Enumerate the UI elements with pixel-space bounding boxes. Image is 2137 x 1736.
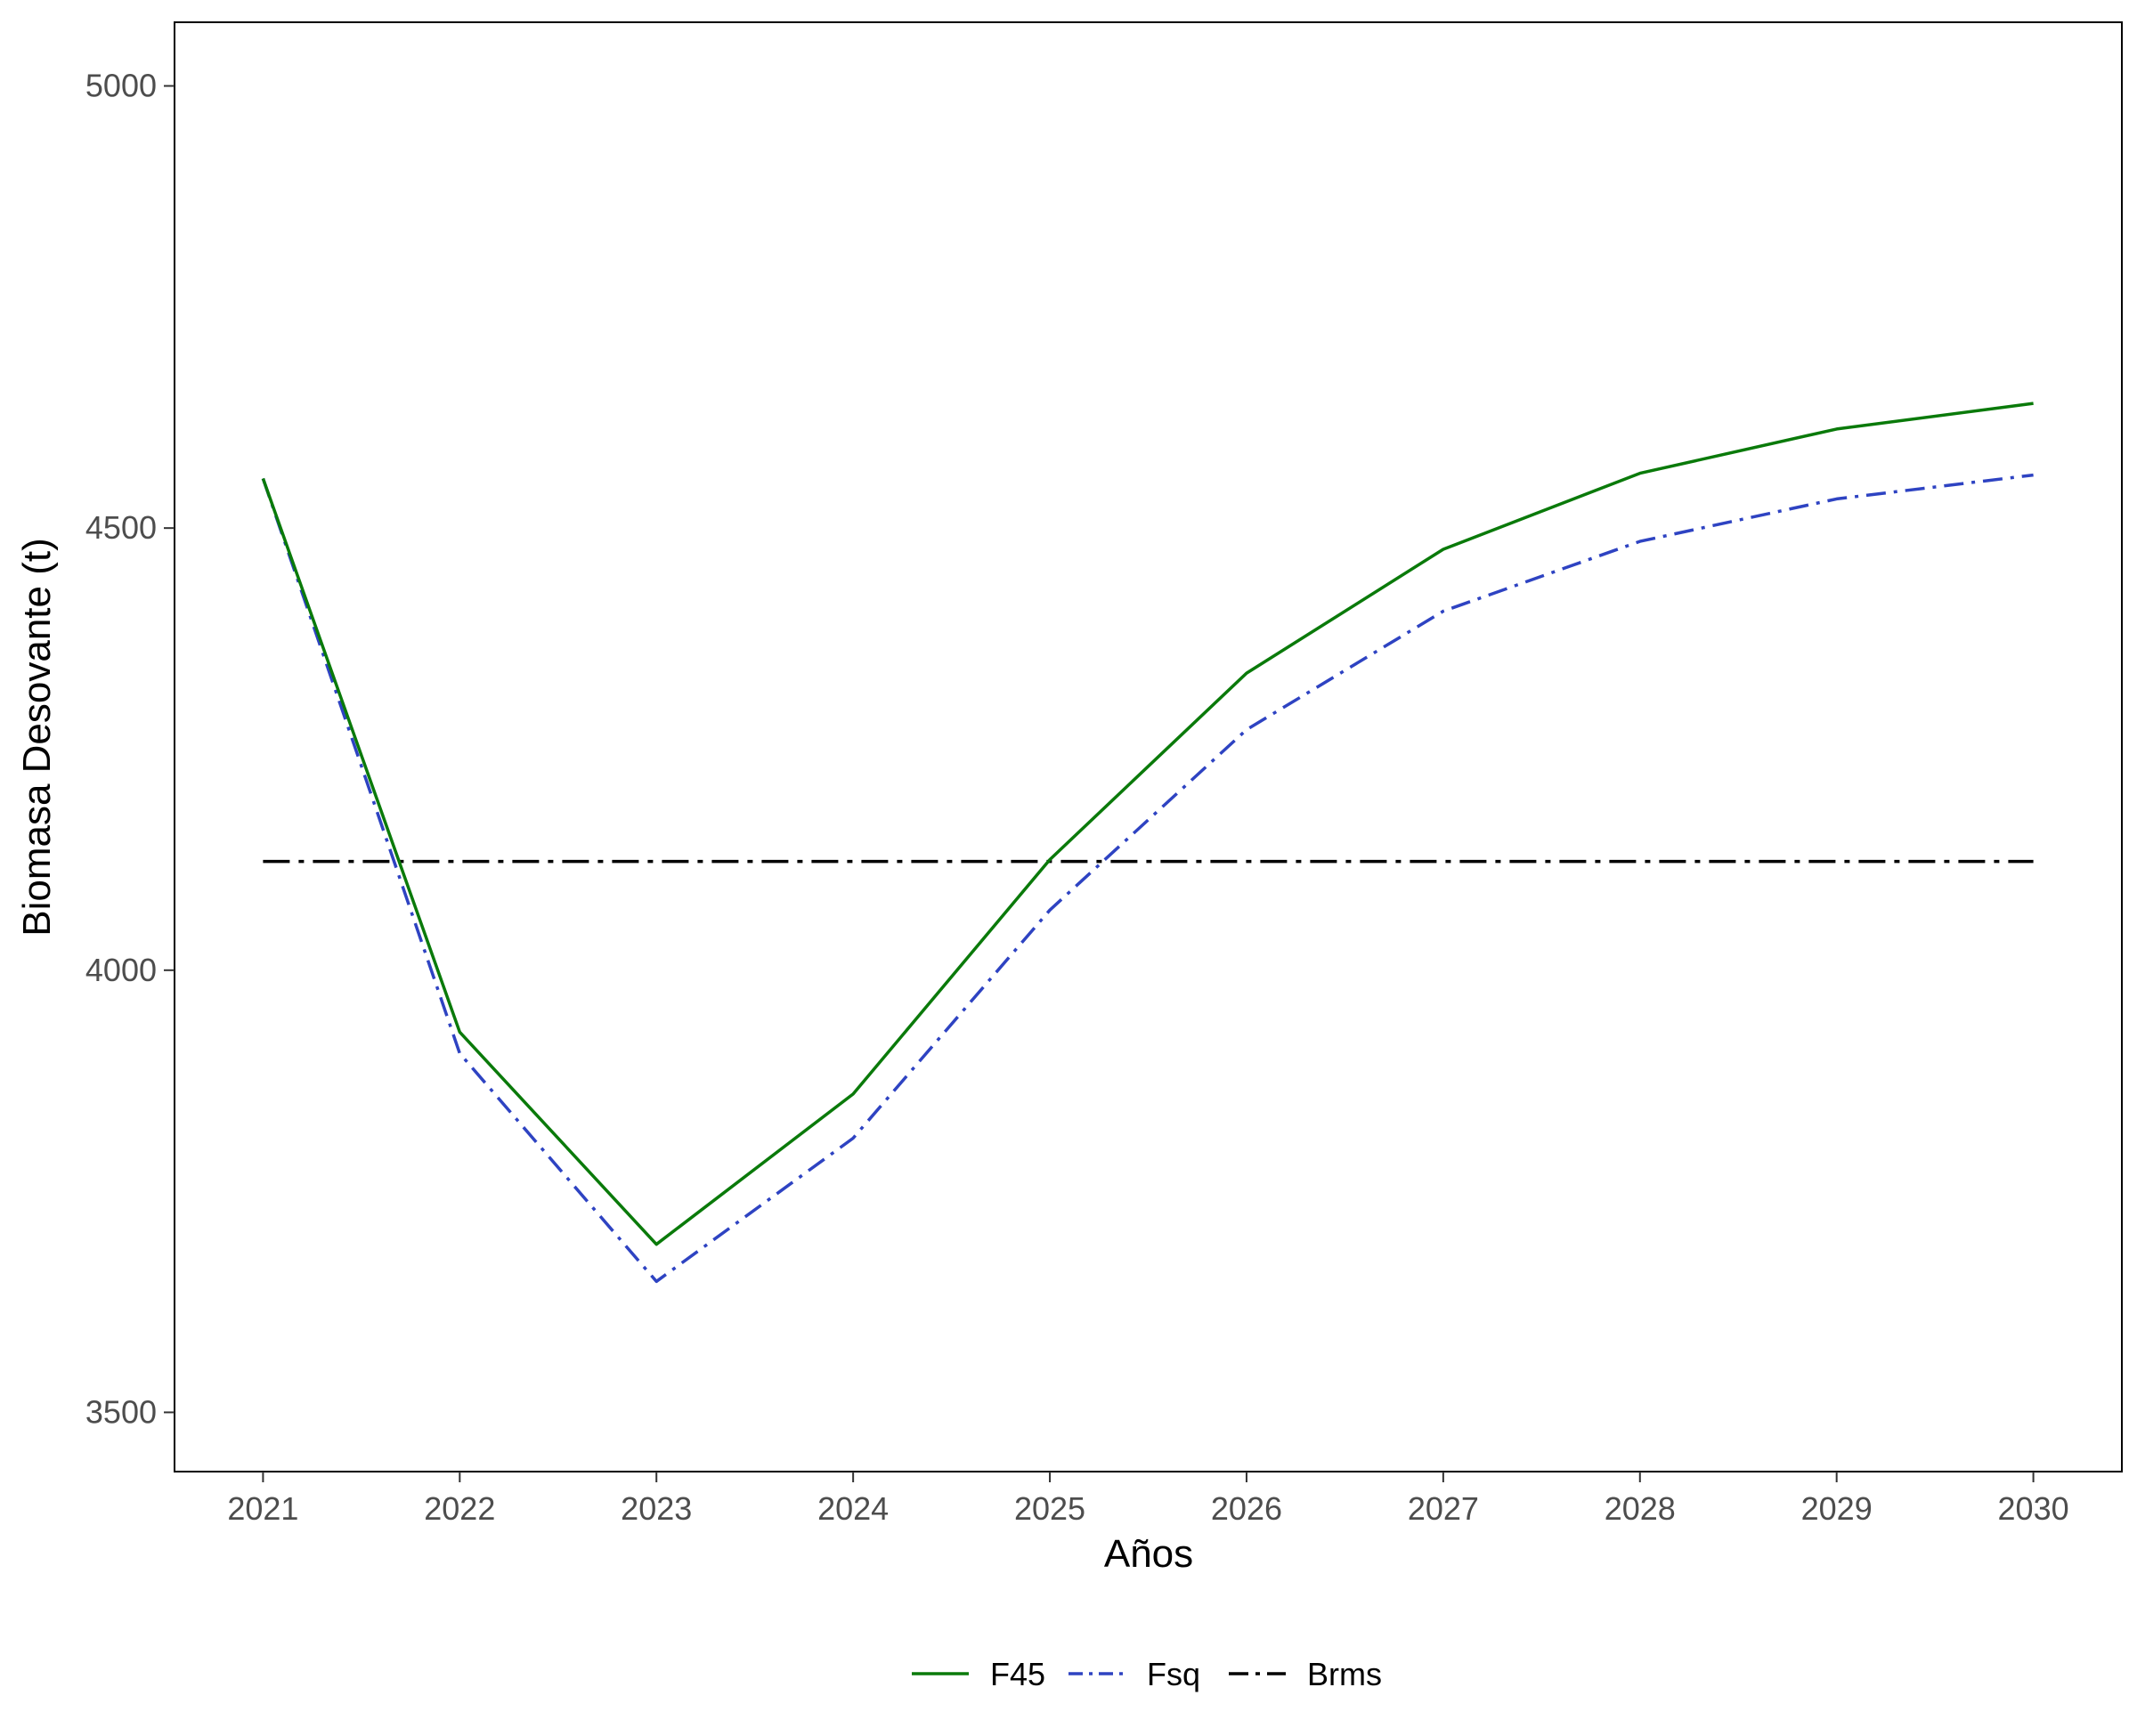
y-tick-label: 4000 — [85, 952, 157, 988]
y-axis: 3500 4000 4500 5000 — [85, 68, 175, 1430]
x-tick-label: 2024 — [817, 1490, 889, 1527]
plot-panel — [174, 21, 2123, 1472]
x-axis-title: Años — [1104, 1532, 1193, 1576]
y-tick-label: 3500 — [85, 1393, 157, 1430]
x-tick-label: 2029 — [1801, 1490, 1873, 1527]
x-tick-label: 2026 — [1211, 1490, 1282, 1527]
x-tick-label: 2027 — [1408, 1490, 1479, 1527]
panel-border — [174, 21, 2123, 1472]
legend-label-brms: Brms — [1307, 1656, 1382, 1692]
x-tick-label: 2022 — [424, 1490, 495, 1527]
y-tick-label: 5000 — [85, 68, 157, 104]
y-axis-title: Biomasa Desovante (t) — [15, 538, 59, 937]
series-line-fsq — [261, 473, 2034, 1284]
series-lines — [261, 402, 2034, 1284]
x-tick-label: 2028 — [1605, 1490, 1676, 1527]
legend: F45 Fsq Brms — [912, 1656, 1382, 1692]
x-tick-label: 2023 — [621, 1490, 692, 1527]
x-axis: 2021 2022 2023 2024 2025 2026 2027 2028 2029 2030 — [227, 1472, 2069, 1527]
x-tick-label: 2021 — [227, 1490, 298, 1527]
x-tick-label: 2025 — [1014, 1490, 1085, 1527]
x-tick-label: 2030 — [1998, 1490, 2069, 1527]
y-tick-label: 4500 — [85, 509, 157, 546]
legend-label-fsq: Fsq — [1147, 1656, 1200, 1692]
series-line-f45 — [261, 402, 2034, 1246]
legend-label-f45: F45 — [990, 1656, 1045, 1692]
